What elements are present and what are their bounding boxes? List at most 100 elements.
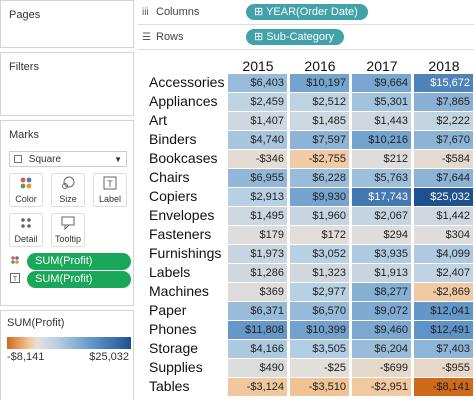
- tooltip-button[interactable]: Tooltip: [51, 213, 85, 247]
- color-button[interactable]: Color: [9, 173, 43, 207]
- heatmap-cell[interactable]: $1,913: [352, 264, 411, 282]
- heatmap-cell[interactable]: $6,955: [228, 169, 287, 187]
- heatmap-cell[interactable]: $1,407: [228, 112, 287, 130]
- legend-color-ramp[interactable]: [7, 337, 131, 349]
- heatmap-cell[interactable]: $2,222: [414, 112, 473, 130]
- heatmap-cell[interactable]: $212: [352, 150, 411, 168]
- row-header[interactable]: Labels: [149, 264, 191, 280]
- filters-shelf[interactable]: Filters: [0, 52, 134, 116]
- heatmap-cell[interactable]: $7,403: [414, 340, 473, 358]
- row-header[interactable]: Copiers: [149, 188, 198, 204]
- heatmap-cell[interactable]: $5,763: [352, 169, 411, 187]
- row-header[interactable]: Supplies: [149, 359, 203, 375]
- heatmap-cell[interactable]: $2,977: [290, 283, 349, 301]
- pages-shelf[interactable]: Pages: [0, 0, 134, 48]
- heatmap-cell[interactable]: -$346: [228, 150, 287, 168]
- heatmap-cell[interactable]: $11,808: [228, 321, 287, 339]
- row-header[interactable]: Machines: [149, 283, 209, 299]
- sum-profit-label-pill[interactable]: SUM(Profit): [27, 271, 131, 288]
- heatmap-cell[interactable]: $2,459: [228, 93, 287, 111]
- size-button[interactable]: Size: [51, 173, 85, 207]
- heatmap-cell[interactable]: $294: [352, 226, 411, 244]
- row-header[interactable]: Chairs: [149, 169, 190, 185]
- heatmap-cell[interactable]: $9,664: [352, 74, 411, 92]
- heatmap-cell[interactable]: $4,099: [414, 245, 473, 263]
- heatmap-cell[interactable]: $6,570: [290, 302, 349, 320]
- heatmap-cell[interactable]: $12,491: [414, 321, 473, 339]
- heatmap-cell[interactable]: $7,865: [414, 93, 473, 111]
- heatmap-cell[interactable]: $179: [228, 226, 287, 244]
- columns-shelf[interactable]: iii Columns ⊞ YEAR(Order Date): [138, 2, 474, 25]
- heatmap-cell[interactable]: $1,485: [290, 112, 349, 130]
- heatmap-cell[interactable]: $3,505: [290, 340, 349, 358]
- row-header[interactable]: Appliances: [149, 93, 218, 109]
- heatmap-cell[interactable]: $7,644: [414, 169, 473, 187]
- heatmap-cell[interactable]: $10,197: [290, 74, 349, 92]
- heatmap-cell[interactable]: $1,323: [290, 264, 349, 282]
- heatmap-cell[interactable]: $1,286: [228, 264, 287, 282]
- heatmap-cell[interactable]: $1,442: [414, 207, 473, 225]
- heatmap-cell[interactable]: $6,204: [352, 340, 411, 358]
- heatmap-cell[interactable]: $2,512: [290, 93, 349, 111]
- heatmap-cell[interactable]: $17,743: [352, 188, 411, 206]
- heatmap-cell[interactable]: $3,935: [352, 245, 411, 263]
- heatmap-cell[interactable]: -$2,869: [414, 283, 473, 301]
- heatmap-cell[interactable]: $304: [414, 226, 473, 244]
- heatmap-cell[interactable]: -$3,510: [290, 378, 349, 396]
- heatmap-cell[interactable]: -$2,951: [352, 378, 411, 396]
- sub-category-pill[interactable]: ⊞ Sub-Category: [246, 29, 345, 45]
- row-header[interactable]: Paper: [149, 302, 187, 318]
- heatmap-cell[interactable]: $15,672: [414, 74, 473, 92]
- heatmap-cell[interactable]: $2,407: [414, 264, 473, 282]
- heatmap-cell[interactable]: $10,399: [290, 321, 349, 339]
- heatmap-cell[interactable]: -$3,124: [228, 378, 287, 396]
- heatmap-cell[interactable]: $10,216: [352, 131, 411, 149]
- heatmap-cell[interactable]: $9,072: [352, 302, 411, 320]
- heatmap-cell[interactable]: $369: [228, 283, 287, 301]
- heatmap-cell[interactable]: $2,067: [352, 207, 411, 225]
- heatmap-cell[interactable]: $4,740: [228, 131, 287, 149]
- heatmap-cell[interactable]: $2,913: [228, 188, 287, 206]
- heatmap-cell[interactable]: -$955: [414, 359, 473, 377]
- heatmap-cell[interactable]: -$699: [352, 359, 411, 377]
- row-header[interactable]: Fasteners: [149, 226, 212, 242]
- heatmap-cell[interactable]: -$25: [290, 359, 349, 377]
- heatmap-cell[interactable]: $1,973: [228, 245, 287, 263]
- heatmap-cell[interactable]: $1,960: [290, 207, 349, 225]
- column-header[interactable]: 2016: [304, 58, 336, 74]
- column-header[interactable]: 2015: [242, 58, 274, 74]
- rows-shelf[interactable]: ☰ Rows ⊞ Sub-Category: [138, 27, 474, 50]
- heatmap-cell[interactable]: $3,052: [290, 245, 349, 263]
- row-header[interactable]: Accessories: [149, 74, 225, 90]
- heatmap-cell[interactable]: $9,460: [352, 321, 411, 339]
- heatmap-cell[interactable]: $25,032: [414, 188, 473, 206]
- heatmap-cell[interactable]: $5,301: [352, 93, 411, 111]
- heatmap-cell[interactable]: $490: [228, 359, 287, 377]
- column-header[interactable]: 2018: [428, 58, 460, 74]
- heatmap-cell[interactable]: -$8,141: [414, 378, 473, 396]
- heatmap-cell[interactable]: $12,041: [414, 302, 473, 320]
- heatmap-cell[interactable]: $6,228: [290, 169, 349, 187]
- row-header[interactable]: Furnishings: [149, 245, 222, 261]
- year-order-date-pill[interactable]: ⊞ YEAR(Order Date): [246, 4, 368, 20]
- heatmap-cell[interactable]: $1,443: [352, 112, 411, 130]
- heatmap-cell[interactable]: $6,403: [228, 74, 287, 92]
- row-header[interactable]: Storage: [149, 340, 199, 356]
- heatmap-cell[interactable]: $172: [290, 226, 349, 244]
- row-header[interactable]: Envelopes: [149, 207, 215, 223]
- heatmap-cell[interactable]: $9,930: [290, 188, 349, 206]
- heatmap-cell[interactable]: $7,597: [290, 131, 349, 149]
- heatmap-cell[interactable]: $6,371: [228, 302, 287, 320]
- sum-profit-color-pill[interactable]: SUM(Profit): [27, 253, 131, 270]
- heatmap-cell[interactable]: -$584: [414, 150, 473, 168]
- heatmap-cell[interactable]: $8,277: [352, 283, 411, 301]
- label-button[interactable]: T Label: [93, 173, 127, 207]
- row-header[interactable]: Bookcases: [149, 150, 218, 166]
- heatmap-cell[interactable]: -$2,755: [290, 150, 349, 168]
- heatmap-cell[interactable]: $7,670: [414, 131, 473, 149]
- column-header[interactable]: 2017: [366, 58, 398, 74]
- row-header[interactable]: Phones: [149, 321, 197, 337]
- detail-button[interactable]: Detail: [9, 213, 43, 247]
- row-header[interactable]: Binders: [149, 131, 197, 147]
- row-header[interactable]: Art: [149, 112, 167, 128]
